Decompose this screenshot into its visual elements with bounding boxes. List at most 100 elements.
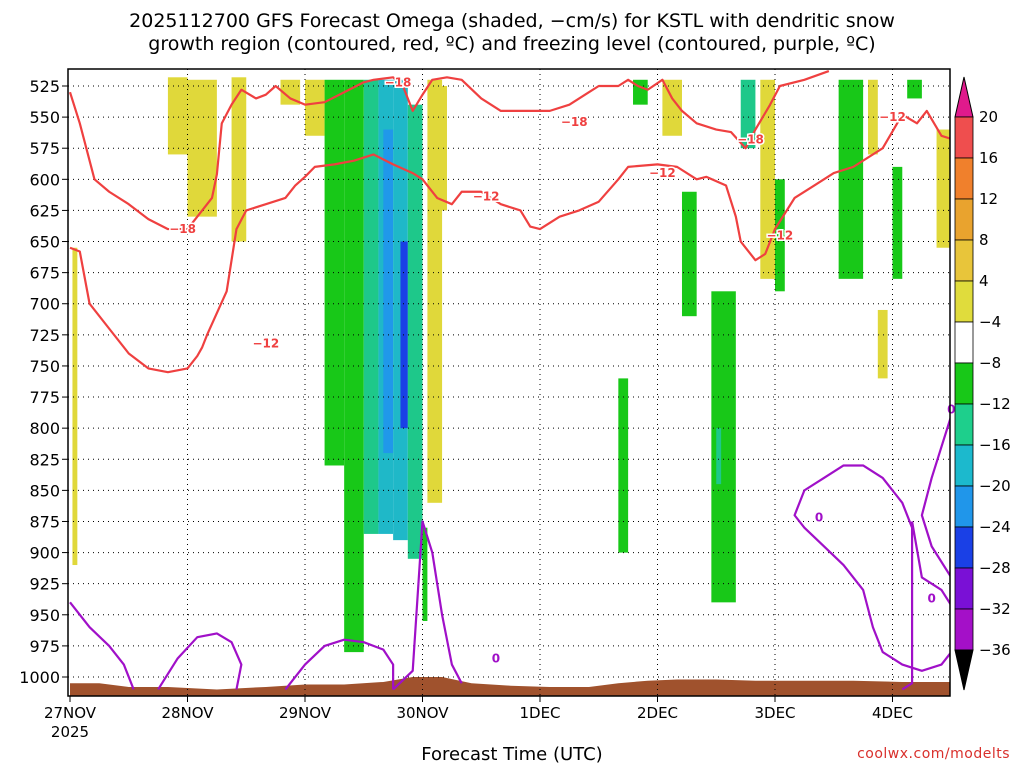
omega-cell xyxy=(167,77,188,155)
colorbar: 20 16 12 8 4 −4 −8 −12 −16 −20 −24 −28 −32 −36 xyxy=(954,76,1011,691)
colorbar-label: −12 xyxy=(979,395,1011,413)
x-axis-title: Forecast Time (UTC) xyxy=(421,744,603,765)
contour-label: −18 xyxy=(169,222,196,236)
contour-line xyxy=(793,464,950,691)
omega-cell xyxy=(907,79,922,99)
colorbar-swatch xyxy=(954,403,974,446)
colorbar-label: −24 xyxy=(979,518,1011,536)
omega-cell xyxy=(936,129,950,248)
contour-label: 0 xyxy=(947,402,955,416)
contour-label: 0 xyxy=(815,511,823,525)
omega-cell xyxy=(868,79,878,155)
omega-cell xyxy=(716,428,722,485)
contour-line xyxy=(69,601,135,690)
chart-title-line-2: growth region (contoured, red, ºC) and f… xyxy=(148,33,876,55)
terrain-fill xyxy=(70,677,950,696)
colorbar-swatch xyxy=(954,321,974,364)
colorbar-label: −4 xyxy=(979,313,1001,331)
y-tick-label: 850 xyxy=(29,481,60,500)
credit-link[interactable]: coolwx.com/modelts xyxy=(857,746,1010,762)
colorbar-swatch xyxy=(954,198,974,241)
omega-cell xyxy=(740,79,756,149)
x-tick-label: 27NOV xyxy=(44,704,97,722)
colorbar-swatch xyxy=(954,526,974,569)
omega-shading xyxy=(72,77,950,653)
y-tick-label: 625 xyxy=(29,201,60,220)
omega-cell xyxy=(383,129,394,454)
chart-title-line-1: 2025112700 GFS Forecast Omega (shaded, −… xyxy=(129,10,895,32)
terrain-area xyxy=(70,677,950,696)
x-tick-label: 3DEC xyxy=(754,704,795,722)
x-tick-label: 4DEC xyxy=(872,704,913,722)
plot-frame xyxy=(67,68,951,697)
y-tick-label: 950 xyxy=(29,606,60,625)
omega-cell xyxy=(363,79,379,534)
y-tick-label: 725 xyxy=(29,326,60,345)
omega-cell xyxy=(775,179,785,292)
y-tick-label: 575 xyxy=(29,139,60,158)
omega-cell xyxy=(280,79,301,105)
y-tick-label: 700 xyxy=(29,295,60,314)
contour-label: −12 xyxy=(252,337,279,351)
colorbar-swatch xyxy=(954,444,974,487)
colorbar-label: 8 xyxy=(979,231,989,249)
omega-cell xyxy=(711,291,736,603)
omega-cell xyxy=(422,527,428,622)
omega-cell xyxy=(324,79,345,466)
y-tick-label: 750 xyxy=(29,357,60,376)
x-tick-label: 1DEC xyxy=(519,704,560,722)
colorbar-label: 16 xyxy=(979,149,998,167)
contour-label: 0 xyxy=(927,592,935,606)
colorbar-swatch xyxy=(954,239,974,282)
contour-line xyxy=(69,109,950,374)
y-tick-label: 600 xyxy=(29,170,60,189)
colorbar-label: 20 xyxy=(979,108,998,126)
colorbar-bottom-arrow xyxy=(954,649,974,691)
colorbar-swatch xyxy=(954,280,974,323)
y-tick-label: 800 xyxy=(29,419,60,438)
colorbar-swatch xyxy=(954,116,974,159)
colorbar-top-arrow xyxy=(954,76,974,118)
omega-cell xyxy=(681,191,697,317)
y-tick-label: 775 xyxy=(29,388,60,407)
omega-cell xyxy=(877,309,888,379)
omega-cell xyxy=(437,86,447,211)
contour-label: −18 xyxy=(385,75,412,89)
y-tick-label: 925 xyxy=(29,575,60,594)
colorbar-swatch xyxy=(954,485,974,528)
y-axis-ticks: 525 550 575 600 625 650 675 700 725 750 775 800 825 8… xyxy=(19,77,68,687)
omega-cell xyxy=(838,79,864,279)
colorbar-label: −8 xyxy=(979,354,1001,372)
contour-lines xyxy=(68,70,950,691)
contour-line xyxy=(392,520,463,691)
y-tick-label: 875 xyxy=(29,512,60,531)
colorbar-label: −20 xyxy=(979,477,1011,495)
contour-line xyxy=(157,632,243,691)
omega-cell xyxy=(662,79,682,136)
y-tick-label: 1000 xyxy=(19,668,60,687)
contour-line xyxy=(68,70,830,231)
colorbar-label: 4 xyxy=(979,272,989,290)
contour-label: −12 xyxy=(473,190,500,204)
contour-label: −12 xyxy=(879,110,906,124)
colorbar-label: −32 xyxy=(979,600,1011,618)
omega-cell xyxy=(231,77,247,242)
x-tick-label: 28NOV xyxy=(161,704,214,722)
grid-lines xyxy=(68,69,950,696)
omega-cell xyxy=(400,241,408,429)
y-tick-label: 975 xyxy=(29,637,60,656)
omega-cell xyxy=(305,79,325,136)
contour-label: −18 xyxy=(561,115,588,129)
y-tick-label: 825 xyxy=(29,450,60,469)
contour-line xyxy=(284,638,395,691)
y-tick-label: 900 xyxy=(29,544,60,563)
contour-label: −12 xyxy=(767,228,794,242)
x-tick-label: 2DEC xyxy=(637,704,678,722)
omega-cell xyxy=(407,104,423,559)
colorbar-label: −28 xyxy=(979,559,1011,577)
contour-label: −18 xyxy=(737,133,764,147)
omega-cell xyxy=(760,79,775,279)
colorbar-swatch xyxy=(954,362,974,405)
colorbar-swatch xyxy=(954,157,974,200)
